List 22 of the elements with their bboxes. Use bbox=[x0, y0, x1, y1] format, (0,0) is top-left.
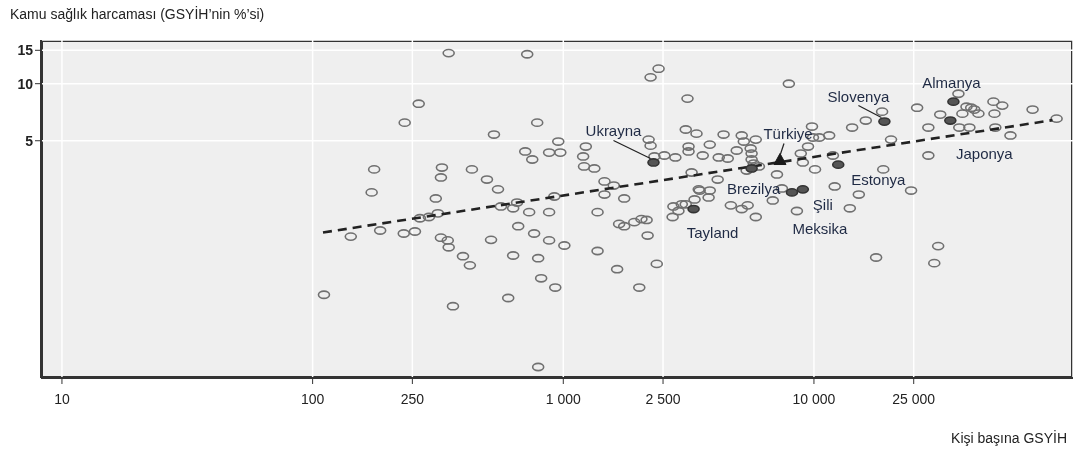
annotation: Japonya bbox=[955, 144, 1014, 162]
y-axis-title: Kamu sağlık harcaması (GSYİH’nin %’si) bbox=[10, 6, 265, 22]
x-axis-title: Kişi başına GSYİH bbox=[951, 430, 1067, 446]
annotation: Estonya bbox=[851, 170, 906, 188]
annotation: Tayland bbox=[686, 224, 739, 242]
annotation: Türkiye bbox=[763, 125, 813, 143]
y-tick-label: 10 bbox=[17, 75, 34, 92]
x-tick-label: 10 000 bbox=[792, 390, 836, 407]
annotation: Şili bbox=[812, 196, 833, 214]
annotation: Ukrayna bbox=[585, 122, 643, 140]
y-tick-label: 15 bbox=[17, 42, 34, 59]
x-tick-label: 250 bbox=[400, 390, 425, 407]
x-tick-label: 10 bbox=[54, 390, 70, 407]
annotation: Brezilya bbox=[726, 180, 781, 198]
x-tick-label: 2 500 bbox=[645, 390, 681, 407]
x-tick-label: 25 000 bbox=[892, 390, 936, 407]
annotation: Slovenya bbox=[827, 87, 890, 105]
x-tick-label: 1 000 bbox=[545, 390, 582, 407]
x-tick-label: 100 bbox=[300, 390, 325, 407]
y-tick-label: 5 bbox=[25, 132, 34, 149]
annotation: Almanya bbox=[922, 73, 982, 91]
annotation: Meksika bbox=[792, 220, 849, 238]
